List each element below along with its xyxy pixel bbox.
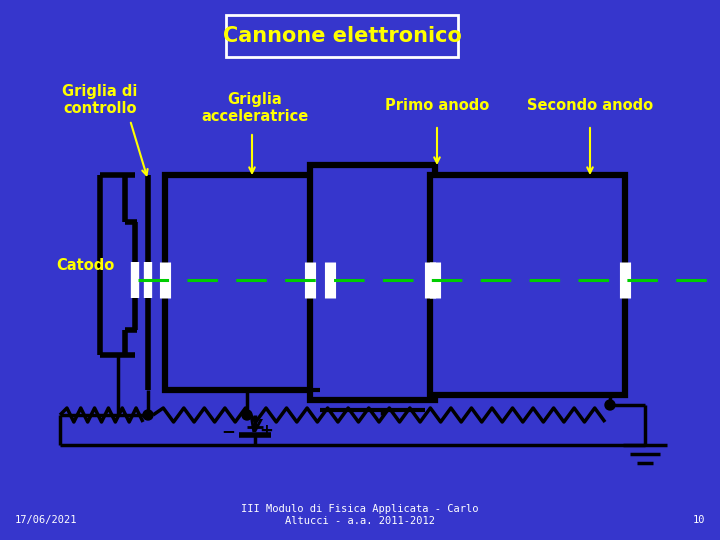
Text: −: − — [221, 422, 235, 440]
Bar — [165, 175, 330, 390]
Bar — [310, 165, 435, 400]
Text: Secondo anodo: Secondo anodo — [527, 98, 653, 112]
Circle shape — [143, 410, 153, 420]
Text: 10: 10 — [693, 515, 705, 525]
Text: Primo anodo: Primo anodo — [385, 98, 489, 112]
Text: Cannone elettronico: Cannone elettronico — [222, 26, 462, 46]
FancyBboxPatch shape — [226, 15, 458, 57]
Text: III Modulo di Fisica Applicata - Carlo
Altucci - a.a. 2011-2012: III Modulo di Fisica Applicata - Carlo A… — [241, 504, 479, 526]
Circle shape — [242, 410, 252, 420]
Text: Griglia
acceleratrice: Griglia acceleratrice — [202, 92, 309, 124]
Text: +: + — [259, 422, 273, 440]
Text: 17/06/2021: 17/06/2021 — [15, 515, 78, 525]
Text: Griglia di
controllo: Griglia di controllo — [63, 84, 138, 116]
Text: V: V — [248, 418, 261, 436]
Text: Catodo: Catodo — [56, 258, 114, 273]
Circle shape — [605, 400, 615, 410]
Bar — [430, 175, 625, 395]
